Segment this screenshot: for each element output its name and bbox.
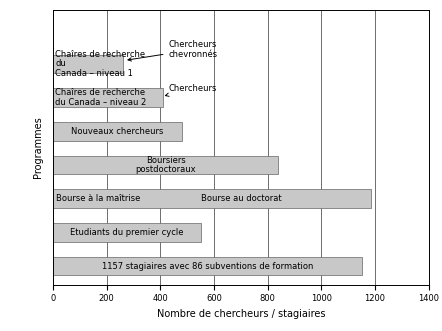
Y-axis label: Programmes: Programmes <box>33 117 42 178</box>
Text: Chaîres de recherche
du Canada – niveau 2: Chaîres de recherche du Canada – niveau … <box>55 88 146 107</box>
Bar <box>53 122 182 141</box>
Bar <box>53 55 123 73</box>
Bar <box>53 257 362 275</box>
Text: Etudiants du premier cycle: Etudiants du premier cycle <box>70 228 183 237</box>
Bar <box>53 88 163 107</box>
Text: Chercheurs: Chercheurs <box>165 84 217 96</box>
Text: Nouveaux chercheurs: Nouveaux chercheurs <box>71 127 164 136</box>
Bar <box>53 189 371 208</box>
Text: Chercheurs
chevronnés: Chercheurs chevronnés <box>128 40 217 61</box>
Text: Bourse à la maîtrise: Bourse à la maîtrise <box>56 194 140 203</box>
X-axis label: Nombre de chercheurs / stagiaires: Nombre de chercheurs / stagiaires <box>156 309 325 319</box>
Text: Bourse au doctorat: Bourse au doctorat <box>201 194 281 203</box>
Text: Boursiers
postdoctoraux: Boursiers postdoctoraux <box>135 156 196 174</box>
Bar <box>53 223 201 242</box>
Text: 1157 stagiaires avec 86 subventions de formation: 1157 stagiaires avec 86 subventions de f… <box>102 261 313 271</box>
Bar <box>53 156 278 174</box>
Text: Chaîres de recherche
du
Canada – niveau 1: Chaîres de recherche du Canada – niveau … <box>55 50 145 78</box>
